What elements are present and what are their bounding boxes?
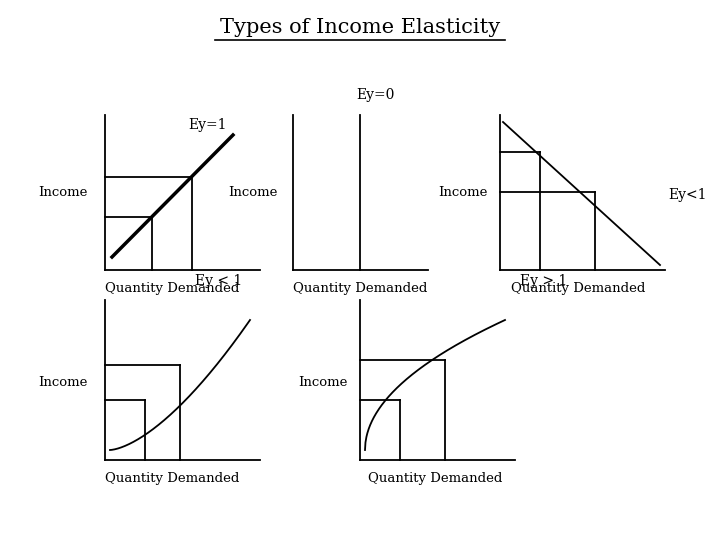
Text: Ey=1: Ey=1	[188, 118, 227, 132]
Text: Quantity Demanded: Quantity Demanded	[105, 282, 239, 295]
Text: Income: Income	[229, 186, 278, 199]
Text: Ey=0: Ey=0	[356, 88, 394, 102]
Text: Quantity Demanded: Quantity Demanded	[510, 282, 645, 295]
Text: Quantity Demanded: Quantity Demanded	[368, 472, 502, 485]
Text: Quantity Demanded: Quantity Demanded	[293, 282, 427, 295]
Text: Income: Income	[299, 375, 348, 388]
Text: Income: Income	[39, 375, 88, 388]
Text: Ey<1: Ey<1	[668, 188, 706, 202]
Text: Ey > 1: Ey > 1	[520, 274, 567, 288]
Text: Ey < 1: Ey < 1	[195, 274, 242, 288]
Text: Income: Income	[438, 186, 488, 199]
Text: Income: Income	[39, 186, 88, 199]
Text: Quantity Demanded: Quantity Demanded	[105, 472, 239, 485]
Text: Types of Income Elasticity: Types of Income Elasticity	[220, 18, 500, 37]
